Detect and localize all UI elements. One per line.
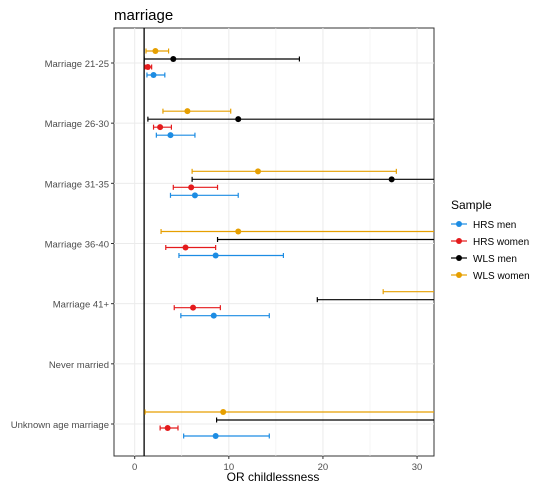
legend-key-point [456, 238, 462, 244]
x-tick-label: 30 [412, 462, 423, 473]
y-tick-label: Unknown age marriage [11, 420, 109, 431]
estimate-point [150, 72, 157, 78]
plot-panel: Marriage 21-25 Marriage 26-30 Marriage 31-… [11, 27, 435, 473]
chart-title: marriage [114, 7, 173, 24]
series-hrs-women [144, 64, 221, 431]
estimate-point [388, 176, 395, 183]
estimate-point [182, 244, 189, 251]
estimate-point [152, 48, 159, 54]
legend-title: Sample [451, 198, 492, 212]
y-tick-label: Never married [49, 360, 109, 371]
legend-label: HRS women [473, 237, 529, 248]
estimate-point [212, 433, 219, 439]
estimate-point [157, 124, 164, 131]
panel-border [113, 27, 435, 457]
x-tick-label: 20 [318, 462, 329, 473]
x-tick-label: 10 [224, 462, 235, 473]
y-tick-label: Marriage 21-25 [45, 59, 109, 70]
estimate-point [188, 184, 195, 191]
estimate-point [235, 228, 242, 235]
legend-key-point [456, 272, 462, 278]
estimate-point [212, 252, 219, 259]
y-tick-label: Marriage 31-35 [45, 179, 109, 190]
estimate-point [220, 409, 227, 415]
y-tick-label: Marriage 36-40 [45, 240, 109, 251]
estimate-point [190, 304, 197, 311]
legend-label: WLS men [473, 254, 517, 265]
y-tick-label: Marriage 26-30 [45, 119, 109, 130]
estimate-point [255, 168, 261, 175]
legend-label: HRS men [473, 220, 516, 231]
estimate-point [170, 56, 177, 62]
series-hrs-men [146, 72, 285, 439]
estimate-point [144, 64, 151, 70]
x-axis-label: OR childlessness [227, 470, 320, 484]
series-wls-men [143, 56, 434, 423]
legend-key-point [456, 221, 462, 227]
estimate-point [210, 312, 217, 319]
legend-key-point [456, 255, 462, 261]
legend: Sample HRS men HRS women WLS men WLS women [451, 198, 530, 282]
estimate-point [167, 132, 174, 139]
series-wls-women [144, 48, 434, 415]
estimate-point [191, 192, 198, 199]
legend-label: WLS women [473, 271, 530, 282]
x-tick-label: 0 [132, 462, 137, 473]
y-tick-label: Marriage 41+ [53, 300, 110, 311]
estimate-point [184, 108, 191, 115]
estimate-point [164, 425, 171, 431]
estimate-point [235, 116, 242, 123]
